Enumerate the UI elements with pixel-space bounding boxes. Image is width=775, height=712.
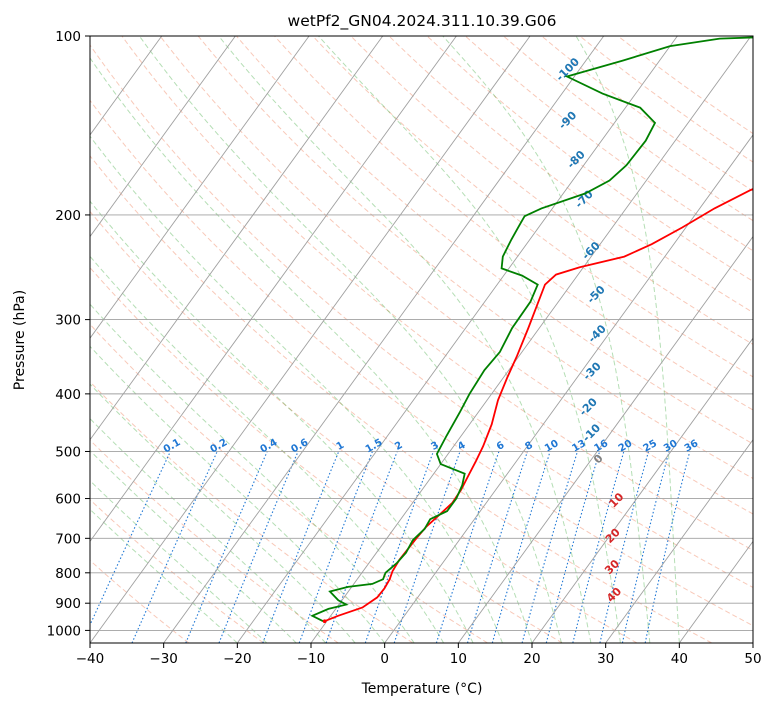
y-tick-label: 200: [55, 208, 81, 224]
chart-title: wetPf2_GN04.2024.311.10.39.G06: [288, 12, 557, 31]
y-tick-label: 900: [55, 596, 81, 612]
x-tick-label: 10: [450, 651, 467, 667]
x-tick-label: 20: [523, 651, 540, 667]
surface-marker: [323, 619, 327, 623]
x-tick-label: 50: [744, 651, 761, 667]
x-tick-label: 30: [597, 651, 614, 667]
x-axis-label: Temperature (°C): [361, 681, 483, 697]
y-tick-label: 800: [55, 566, 81, 582]
y-tick-label: 700: [55, 531, 81, 547]
y-tick-label: 300: [55, 313, 81, 329]
surface-marker-dot: [323, 619, 327, 623]
x-tick-label: −30: [149, 651, 178, 667]
y-tick-label: 400: [55, 387, 81, 403]
y-tick-label: 500: [55, 444, 81, 460]
x-tick-label: −40: [76, 651, 105, 667]
x-tick-label: 0: [380, 651, 389, 667]
y-axis-label: Pressure (hPa): [12, 290, 28, 390]
y-tick-label: 100: [55, 29, 81, 45]
x-tick-label: −10: [297, 651, 326, 667]
y-tick-label: 1000: [47, 623, 81, 639]
x-tick-label: −20: [223, 651, 252, 667]
y-tick-label: 600: [55, 492, 81, 508]
x-tick-label: 40: [671, 651, 688, 667]
